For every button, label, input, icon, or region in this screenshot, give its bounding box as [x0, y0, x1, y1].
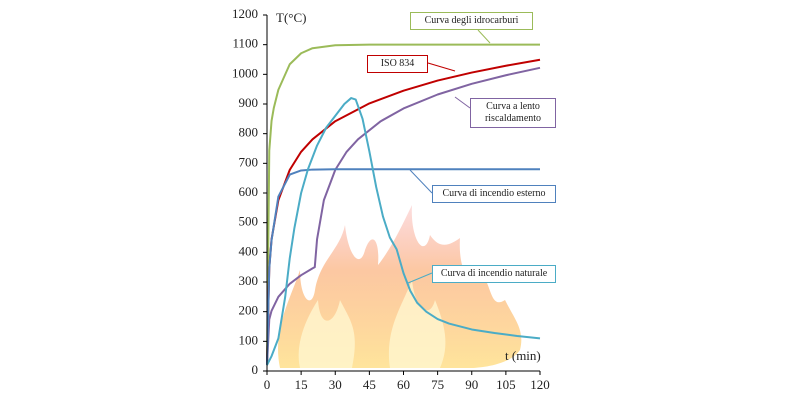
x-tick-label: 90 [465, 377, 478, 392]
callout-line [477, 29, 491, 44]
y-tick-label: 1100 [232, 36, 258, 51]
series-line [266, 97, 541, 366]
y-tick-label: 0 [252, 362, 259, 377]
legend-label: Curva di incendio naturale [432, 265, 556, 283]
x-tick-label: 105 [496, 377, 516, 392]
y-tick-label: 800 [239, 125, 259, 140]
plot [266, 43, 541, 366]
x-axis-label: t (min) [505, 348, 541, 363]
y-tick-label: 1200 [232, 6, 258, 21]
x-tick-label: 30 [329, 377, 342, 392]
y-tick-label: 300 [239, 273, 259, 288]
x-tick-label: 75 [431, 377, 444, 392]
series-line [266, 168, 540, 366]
y-tick-label: 1000 [232, 65, 258, 80]
x-tick-label: 120 [530, 377, 550, 392]
y-tick-label: 200 [239, 303, 259, 318]
callout-line [427, 62, 456, 72]
callout-lines [407, 29, 491, 284]
y-tick-label: 700 [239, 154, 259, 169]
flames-decoration [278, 205, 522, 368]
y-axis-label: T(°C) [276, 10, 306, 25]
x-tick-label: 15 [295, 377, 308, 392]
legend-label: Curva di incendio esterno [432, 185, 556, 203]
x-tick-label: 60 [397, 377, 410, 392]
x-tick-label: 0 [264, 377, 271, 392]
y-tick-label: 400 [239, 243, 259, 258]
y-tick-label: 900 [239, 95, 259, 110]
legend-label: ISO 834 [367, 55, 428, 73]
legend-label: Curva degli idrocarburi [410, 12, 533, 30]
series-line [266, 66, 541, 366]
y-tick-label: 100 [239, 332, 259, 347]
y-tick-label: 600 [239, 184, 259, 199]
callout-line [454, 96, 471, 109]
callout-line [407, 272, 433, 284]
y-tick-label: 500 [239, 214, 259, 229]
x-tick-label: 45 [363, 377, 376, 392]
callout-line [409, 169, 433, 194]
legend-label: Curva a lento riscaldamento [470, 98, 556, 128]
series-line [266, 43, 540, 366]
